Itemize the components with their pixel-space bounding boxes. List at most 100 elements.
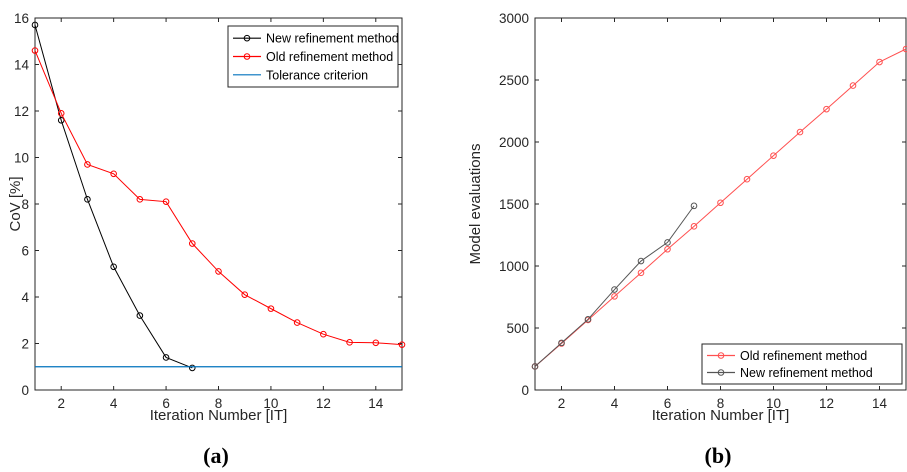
- x-tick-label: 14: [368, 396, 384, 411]
- x-tick-label: 10: [263, 396, 278, 411]
- data-point: [717, 199, 724, 207]
- chart-panel-b: 2 4 6 8 10 12 14 0 500 1000 1500 2000 2500 3000 Iterat…: [467, 11, 907, 468]
- legend: Old refinement method New refinement meth…: [701, 343, 903, 385]
- data-point: [690, 202, 698, 210]
- data-point: [849, 82, 857, 89]
- axes-frame: [534, 17, 907, 391]
- y-tick-label: 3000: [499, 11, 529, 26]
- data-point: [241, 291, 249, 298]
- y-tick-label: 4: [21, 290, 29, 305]
- series-line: [34, 50, 403, 346]
- data-point: [637, 257, 645, 265]
- data-point: [743, 175, 751, 183]
- legend-marker: [717, 352, 725, 359]
- series-line: [534, 205, 695, 367]
- data-point: [293, 319, 301, 326]
- legend-entry: Old refinement method: [266, 50, 393, 64]
- data-point: [823, 105, 830, 113]
- panel-label: (a): [203, 443, 229, 468]
- data-point: [31, 47, 39, 54]
- y-tick-label: 2000: [499, 135, 529, 150]
- series-new-refinement-method: [531, 202, 698, 370]
- x-tick-label: 4: [110, 396, 118, 411]
- x-tick-label: 12: [316, 396, 331, 411]
- data-point: [664, 239, 671, 246]
- data-point: [57, 117, 65, 124]
- x-tick-label: 6: [664, 396, 672, 411]
- data-point: [346, 339, 353, 346]
- y-tick-label: 1500: [499, 197, 529, 212]
- x-tick-label: 8: [717, 396, 725, 411]
- y-tick-label: 2: [21, 337, 29, 352]
- data-point: [637, 269, 645, 277]
- series-line: [534, 48, 907, 367]
- data-point: [136, 196, 144, 203]
- legend-entry: New refinement method: [740, 366, 873, 380]
- legend: New refinement method Old refinement meth…: [227, 25, 399, 88]
- data-point: [84, 161, 91, 168]
- y-tick-label: 6: [21, 244, 29, 259]
- data-point: [110, 170, 117, 178]
- y-tick-label: 2500: [499, 73, 529, 88]
- data-point: [188, 364, 196, 372]
- data-point: [876, 58, 883, 66]
- chart-panel-a: 2 4 6 8 10 12 14 0 2 4 6 8 10 12 14 16 Iteration Number …: [7, 11, 406, 468]
- y-axis-label: CoV [%]: [7, 176, 24, 231]
- data-point: [162, 198, 170, 205]
- x-tick-label: 12: [819, 396, 834, 411]
- legend-entry: New refinement method: [266, 32, 399, 46]
- x-tick-label: 8: [215, 396, 223, 411]
- data-point: [558, 339, 565, 347]
- data-point: [267, 305, 275, 312]
- y-tick-label: 500: [506, 321, 529, 336]
- data-point: [57, 110, 65, 117]
- y-tick-label: 10: [14, 151, 29, 166]
- panel-label: (b): [705, 443, 732, 468]
- data-point: [188, 240, 196, 247]
- data-point: [136, 312, 144, 319]
- data-point: [31, 21, 39, 29]
- data-point: [84, 196, 91, 203]
- x-tick-label: 6: [162, 396, 170, 411]
- data-point: [796, 128, 804, 136]
- x-tick-label: 2: [558, 396, 566, 411]
- series-line: [34, 24, 193, 369]
- data-point: [770, 152, 777, 159]
- legend-box: [701, 343, 903, 385]
- series-old-refinement-method: [31, 47, 406, 348]
- x-tick-label: 2: [57, 396, 65, 411]
- y-tick-label: 16: [14, 11, 29, 26]
- data-point: [320, 330, 327, 338]
- data-point: [531, 363, 539, 370]
- y-tick-label: 14: [14, 58, 30, 73]
- data-point: [611, 286, 618, 293]
- y-axis-label: Model evaluations: [467, 144, 484, 265]
- x-axis-label: Iteration Number [IT]: [150, 407, 288, 424]
- x-tick-label: 4: [611, 396, 619, 411]
- data-point: [162, 354, 170, 361]
- x-tick-label: 10: [766, 396, 781, 411]
- legend-marker: [243, 53, 251, 60]
- data-point: [372, 339, 380, 347]
- x-axis-label: Iteration Number [IT]: [652, 407, 790, 424]
- x-tick-label: 14: [872, 396, 888, 411]
- y-tick-label: 12: [14, 104, 29, 119]
- data-point: [690, 223, 698, 230]
- data-point: [664, 245, 671, 253]
- y-tick-label: 1000: [499, 259, 529, 274]
- data-point: [110, 263, 117, 271]
- legend-marker: [717, 369, 725, 376]
- legend-marker: [243, 34, 251, 42]
- y-tick-label: 0: [521, 383, 529, 398]
- data-point: [215, 268, 222, 275]
- series-new-refinement-method: [31, 21, 196, 372]
- legend-entry: Tolerance criterion: [266, 68, 368, 82]
- data-point: [398, 341, 406, 348]
- data-point: [611, 293, 618, 300]
- data-point: [584, 316, 592, 323]
- legend-entry: Old refinement method: [740, 349, 867, 363]
- series-old-refinement-method: [531, 45, 907, 370]
- data-point: [902, 45, 907, 53]
- y-tick-label: 0: [21, 383, 29, 398]
